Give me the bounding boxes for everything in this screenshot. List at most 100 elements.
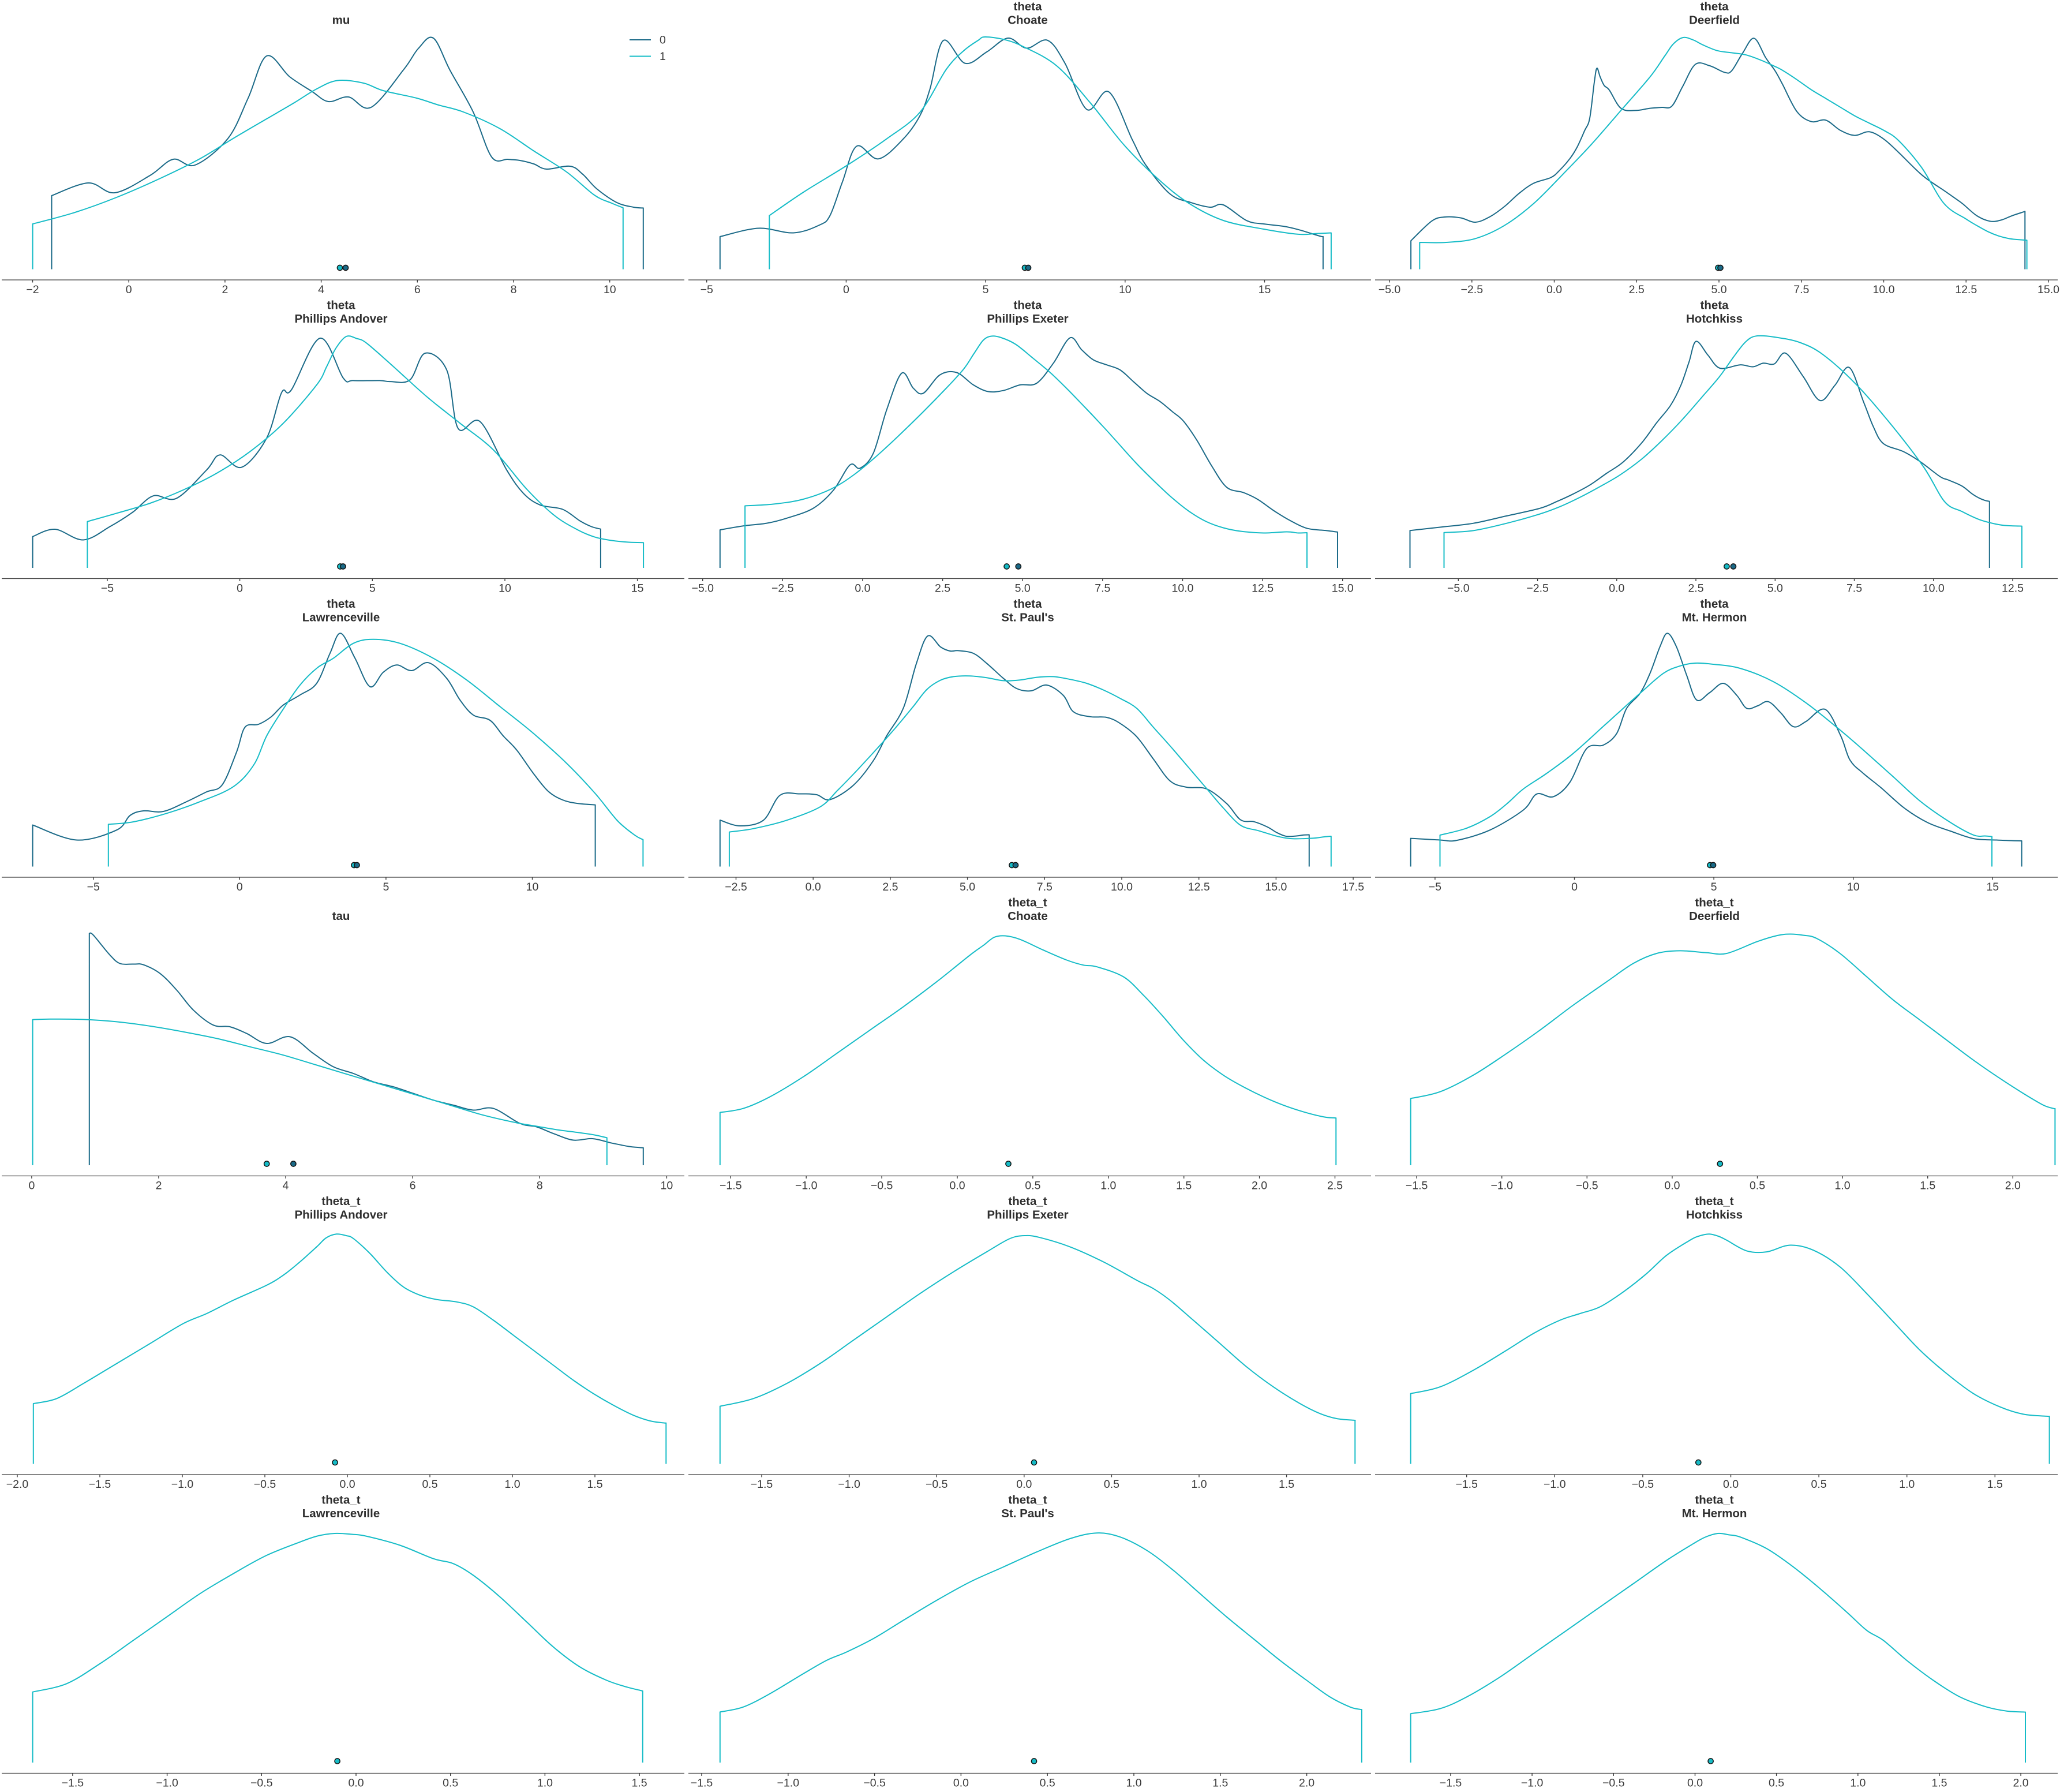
svg-text:0.5: 0.5 xyxy=(422,1478,437,1491)
svg-text:1.5: 1.5 xyxy=(1279,1478,1294,1491)
svg-text:theta: theta xyxy=(327,299,356,312)
svg-text:−1.0: −1.0 xyxy=(1544,1478,1566,1491)
svg-text:−2.5: −2.5 xyxy=(725,881,747,893)
svg-text:1.0: 1.0 xyxy=(1850,1777,1866,1790)
svg-text:theta: theta xyxy=(1014,597,1043,611)
svg-text:2.5: 2.5 xyxy=(882,881,898,893)
svg-text:1.5: 1.5 xyxy=(587,1478,602,1491)
svg-text:0.0: 0.0 xyxy=(339,1478,355,1491)
svg-text:Choate: Choate xyxy=(1007,14,1047,27)
svg-text:−1.0: −1.0 xyxy=(795,1180,818,1192)
svg-text:2.0: 2.0 xyxy=(1299,1777,1314,1790)
svg-text:5.0: 5.0 xyxy=(1711,283,1726,296)
svg-text:0: 0 xyxy=(237,881,243,893)
svg-text:theta_t: theta_t xyxy=(1695,1494,1733,1507)
svg-text:5.0: 5.0 xyxy=(960,881,975,893)
svg-text:2.0: 2.0 xyxy=(2013,1777,2029,1790)
svg-text:0.0: 0.0 xyxy=(806,881,821,893)
svg-text:tau: tau xyxy=(332,910,350,923)
svg-text:1.5: 1.5 xyxy=(1920,1180,1935,1192)
svg-text:5: 5 xyxy=(1711,881,1717,893)
svg-text:1.5: 1.5 xyxy=(1176,1180,1192,1192)
svg-text:10: 10 xyxy=(604,283,616,296)
svg-text:−5: −5 xyxy=(1429,881,1441,893)
svg-text:−1.5: −1.5 xyxy=(720,1180,742,1192)
svg-text:15.0: 15.0 xyxy=(1332,582,1354,595)
svg-text:St. Paul's: St. Paul's xyxy=(1001,1507,1054,1520)
svg-text:5: 5 xyxy=(369,582,376,595)
svg-text:2: 2 xyxy=(222,283,228,296)
svg-text:theta: theta xyxy=(1701,597,1729,611)
svg-text:10.0: 10.0 xyxy=(1111,881,1133,893)
svg-text:7.5: 7.5 xyxy=(1793,283,1809,296)
svg-text:1.5: 1.5 xyxy=(1931,1777,1947,1790)
svg-text:−0.5: −0.5 xyxy=(871,1180,893,1192)
svg-text:−1.5: −1.5 xyxy=(751,1478,773,1491)
svg-text:−0.5: −0.5 xyxy=(254,1478,276,1491)
svg-text:2.5: 2.5 xyxy=(1629,283,1645,296)
svg-text:17.5: 17.5 xyxy=(1342,881,1364,893)
svg-text:15.0: 15.0 xyxy=(2037,283,2059,296)
svg-text:1.0: 1.0 xyxy=(1100,1180,1116,1192)
svg-text:Mt. Hermon: Mt. Hermon xyxy=(1682,1507,1747,1520)
svg-text:5.0: 5.0 xyxy=(1015,582,1031,595)
svg-text:2: 2 xyxy=(156,1180,162,1192)
svg-text:−0.5: −0.5 xyxy=(863,1777,886,1790)
svg-text:−2.5: −2.5 xyxy=(1461,283,1484,296)
svg-text:Lawrenceville: Lawrenceville xyxy=(302,1507,380,1520)
svg-text:5: 5 xyxy=(383,881,389,893)
svg-text:mu: mu xyxy=(332,14,350,27)
svg-text:15: 15 xyxy=(631,582,644,595)
svg-text:0.5: 0.5 xyxy=(1104,1478,1119,1491)
svg-text:1.0: 1.0 xyxy=(1191,1478,1207,1491)
svg-text:0.0: 0.0 xyxy=(1609,582,1624,595)
svg-text:10: 10 xyxy=(499,582,511,595)
svg-text:Hotchkiss: Hotchkiss xyxy=(1686,312,1743,326)
svg-text:10: 10 xyxy=(661,1180,673,1192)
svg-text:10.0: 10.0 xyxy=(1873,283,1895,296)
svg-text:10: 10 xyxy=(526,881,539,893)
svg-text:0.0: 0.0 xyxy=(1016,1478,1032,1491)
svg-text:theta: theta xyxy=(1014,299,1043,312)
svg-text:15.0: 15.0 xyxy=(1265,881,1287,893)
svg-text:theta: theta xyxy=(1701,299,1729,312)
svg-text:12.5: 12.5 xyxy=(1252,582,1274,595)
svg-text:Phillips Exeter: Phillips Exeter xyxy=(987,312,1068,326)
svg-text:theta: theta xyxy=(1701,0,1729,13)
svg-text:−5.0: −5.0 xyxy=(1379,283,1401,296)
svg-text:0.5: 0.5 xyxy=(1025,1180,1040,1192)
svg-text:0.5: 0.5 xyxy=(443,1777,458,1790)
svg-text:0: 0 xyxy=(28,1180,35,1192)
svg-text:−1.5: −1.5 xyxy=(1440,1777,1462,1790)
svg-text:1.0: 1.0 xyxy=(504,1478,520,1491)
svg-text:−2.0: −2.0 xyxy=(6,1478,29,1491)
svg-text:Phillips Andover: Phillips Andover xyxy=(295,1209,388,1222)
svg-text:0: 0 xyxy=(1571,881,1578,893)
svg-text:0.5: 0.5 xyxy=(1811,1478,1827,1491)
svg-text:−2.5: −2.5 xyxy=(771,582,794,595)
svg-text:−2.5: −2.5 xyxy=(1526,582,1549,595)
svg-text:−1.0: −1.0 xyxy=(1521,1777,1544,1790)
svg-text:0.5: 0.5 xyxy=(1040,1777,1055,1790)
svg-text:−1.5: −1.5 xyxy=(62,1777,84,1790)
svg-text:0.0: 0.0 xyxy=(1546,283,1562,296)
svg-text:−1.0: −1.0 xyxy=(838,1478,860,1491)
svg-text:0.0: 0.0 xyxy=(348,1777,364,1790)
svg-text:7.5: 7.5 xyxy=(1095,582,1110,595)
svg-text:4: 4 xyxy=(283,1180,289,1192)
svg-text:0.0: 0.0 xyxy=(855,582,870,595)
svg-text:6: 6 xyxy=(414,283,421,296)
svg-text:St. Paul's: St. Paul's xyxy=(1001,611,1054,624)
svg-text:1.0: 1.0 xyxy=(537,1777,553,1790)
svg-text:1.0: 1.0 xyxy=(1126,1777,1141,1790)
svg-text:theta_t: theta_t xyxy=(1695,1195,1733,1208)
svg-text:0.0: 0.0 xyxy=(953,1777,969,1790)
svg-text:8: 8 xyxy=(511,283,517,296)
svg-text:6: 6 xyxy=(410,1180,416,1192)
svg-text:theta: theta xyxy=(1014,0,1043,13)
svg-text:15: 15 xyxy=(1259,283,1271,296)
svg-text:0: 0 xyxy=(237,582,243,595)
svg-text:10.0: 10.0 xyxy=(1923,582,1945,595)
svg-text:−0.5: −0.5 xyxy=(250,1777,273,1790)
svg-text:−5: −5 xyxy=(101,582,114,595)
